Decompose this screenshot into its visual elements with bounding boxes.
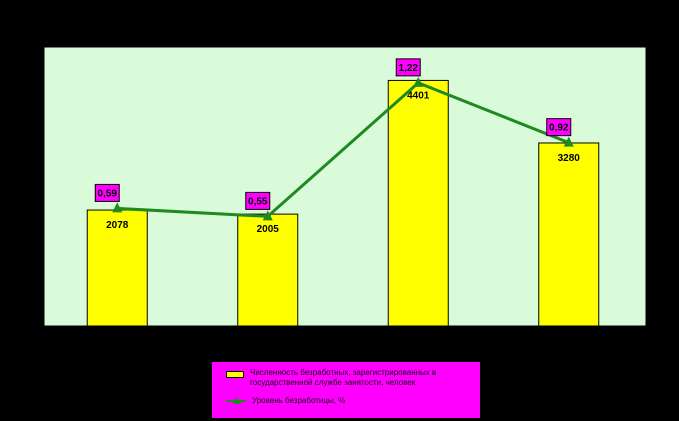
- line-label-box: [245, 191, 271, 210]
- bar-data-label: 4401: [407, 90, 430, 101]
- line-data-label: 0,59: [98, 188, 118, 199]
- line-marker: [112, 202, 123, 213]
- legend-bar-label: Численность безработных, зарегистрирован…: [250, 368, 437, 387]
- line-marker: [262, 210, 273, 221]
- legend-item-line: Уровень безработицы, %: [226, 396, 476, 406]
- bar-data-label: 2005: [257, 224, 280, 235]
- line-data-label: 0,92: [549, 123, 569, 134]
- line-label-box: [395, 58, 421, 77]
- line-marker: [413, 76, 424, 87]
- line-data-label: 1,22: [399, 63, 419, 74]
- legend-line-label: Уровень безработицы, %: [252, 396, 346, 405]
- line-data-label: 0,55: [248, 196, 268, 207]
- legend-item-bars: Численность безработных, зарегистрирован…: [226, 368, 476, 388]
- bar: [387, 79, 449, 327]
- bar: [538, 142, 600, 327]
- legend: Численность безработных, зарегистрирован…: [212, 362, 480, 418]
- legend-bar-swatch: [226, 371, 244, 378]
- line-label-box: [546, 118, 572, 137]
- line-series: [117, 81, 570, 218]
- line-label-box: [94, 183, 120, 202]
- bar-data-label: 2078: [106, 220, 129, 231]
- line-marker: [563, 136, 574, 147]
- bar-data-label: 3280: [558, 153, 581, 164]
- legend-line-swatch: [226, 397, 246, 405]
